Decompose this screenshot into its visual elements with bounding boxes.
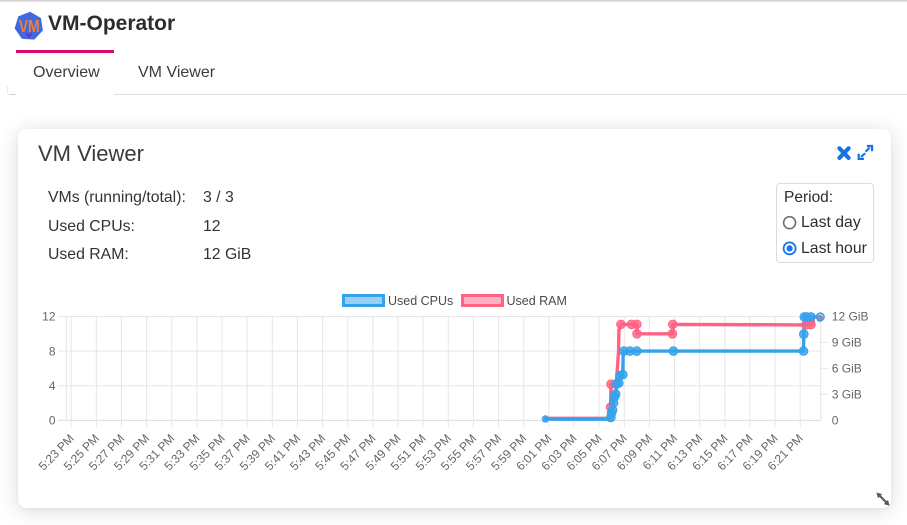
svg-text:VM: VM: [19, 16, 40, 36]
svg-text:12: 12: [42, 310, 56, 324]
svg-text:6 GiB: 6 GiB: [832, 362, 862, 376]
svg-text:0: 0: [832, 414, 839, 428]
svg-text:8: 8: [49, 344, 56, 358]
svg-text:4: 4: [49, 379, 56, 393]
svg-text:3 GiB: 3 GiB: [832, 388, 862, 402]
svg-text:9 GiB: 9 GiB: [832, 336, 862, 350]
svg-text:0: 0: [49, 414, 56, 428]
svg-text:12 GiB: 12 GiB: [832, 310, 869, 324]
